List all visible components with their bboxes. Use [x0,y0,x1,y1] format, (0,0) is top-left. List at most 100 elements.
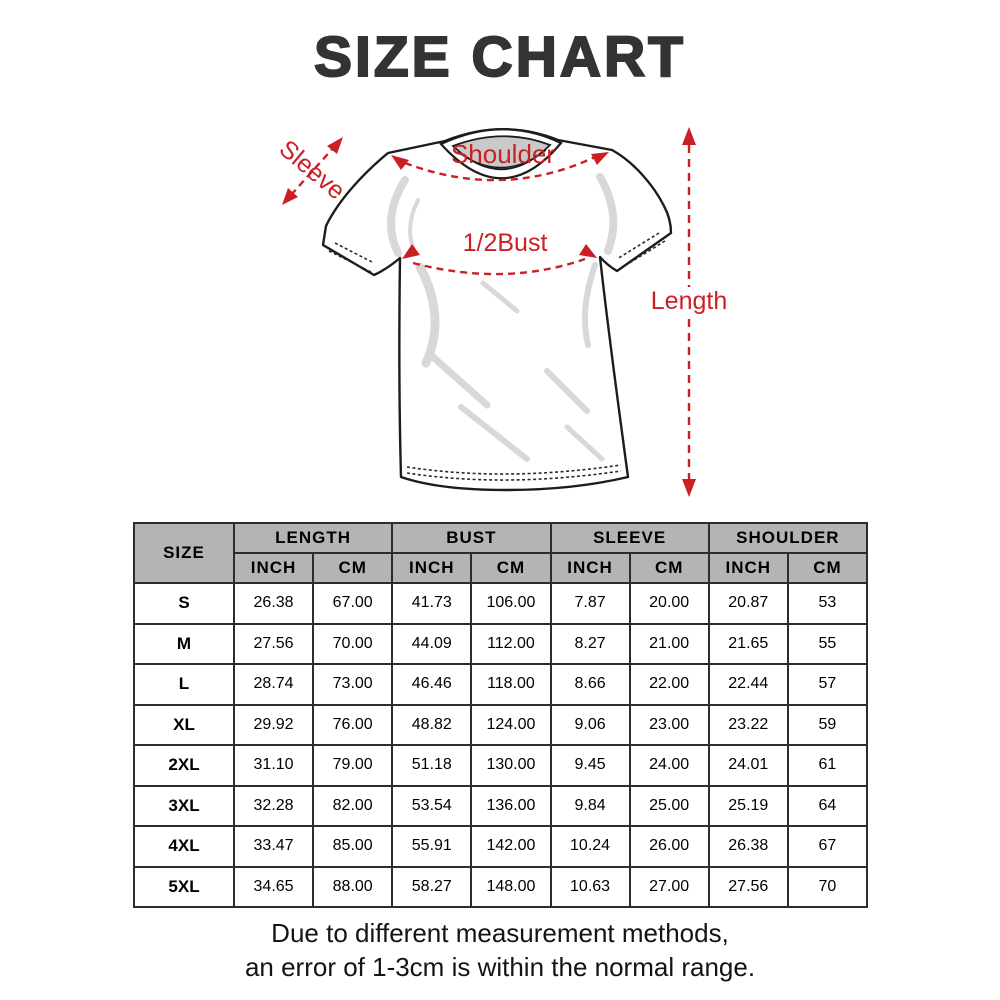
measurement-cell: 8.66 [549,663,631,706]
arrowhead-icon [682,479,696,497]
measurement-cell: 21.65 [707,622,789,665]
measurement-cell: 28.74 [232,663,315,706]
table-row: M 27.56 70.00 44.09 112.00 8.27 21.00 21.65 55 [133,622,869,665]
measurement-cell: 26.00 [628,825,710,868]
size-cell: L [133,663,235,706]
half-bust-arrow: 1/2Bust [402,229,597,276]
measurement-cell: 23.00 [628,703,710,746]
measurement-cell: 55.91 [391,825,473,868]
measurement-cell: 53 [786,582,869,625]
measurement-cell: 46.46 [391,663,473,706]
measurement-cell: 118.00 [470,663,552,706]
subheader-sleeve-inch: INCH [549,552,631,584]
tshirt-measurement-diagram: Shoulder 1/2Bust Sleeve Length [274,127,727,497]
measurement-cell: 8.27 [549,622,631,665]
size-chart-table: SIZE LENGTH BUST SLEEVE SHOULDER INCH CM… [133,522,869,908]
measurement-cell: 26.38 [707,825,789,868]
measurement-cell: 25.00 [628,784,710,827]
measurement-cell: 27.00 [628,865,710,908]
measurement-cell: 88.00 [312,865,394,908]
measurement-cell: 20.87 [707,582,789,625]
measurement-cell: 25.19 [707,784,789,827]
measurement-cell: 24.01 [707,744,789,787]
size-table-body: S 26.38 67.00 41.73 106.00 7.87 20.00 20.87 53 M 2… [133,582,869,908]
length-arrow: Length [651,127,727,497]
table-row: 4XL 33.47 85.00 55.91 142.00 10.24 26.00 26.38 6… [133,825,869,868]
arrowhead-icon [591,152,609,165]
size-cell: 5XL [133,865,235,908]
measurement-cell: 41.73 [391,582,473,625]
measurement-cell: 59 [786,703,869,746]
measurement-cell: 48.82 [391,703,473,746]
measurement-cell: 20.00 [628,582,710,625]
shoulder-label: Shoulder [451,139,555,169]
table-row: L 28.74 73.00 46.46 118.00 8.66 22.00 22.44 57 [133,663,869,706]
arrowhead-icon [402,244,420,259]
measurement-cell: 57 [786,663,869,706]
measurement-cell: 64 [786,784,869,827]
header-length: LENGTH [232,522,394,554]
table-row: S 26.38 67.00 41.73 106.00 7.87 20.00 20.87 53 [133,582,869,625]
arrowhead-icon [579,244,597,258]
measurement-cell: 33.47 [232,825,315,868]
measurement-cell: 32.28 [232,784,315,827]
table-row: 3XL 32.28 82.00 53.54 136.00 9.84 25.00 25.19 64 [133,784,869,827]
page-title: SIZE CHART [313,24,686,90]
table-row: 2XL 31.10 79.00 51.18 130.00 9.45 24.00 24.01 61 [133,744,869,787]
disclaimer-line-2: an error of 1-3cm is within the normal r… [244,952,756,982]
measurement-cell: 124.00 [470,703,552,746]
measurement-cell: 44.09 [391,622,473,665]
sleeve-arrow: Sleeve [274,135,351,206]
measurement-cell: 85.00 [312,825,394,868]
measurement-cell: 130.00 [470,744,552,787]
measurement-cell: 61 [786,744,869,787]
measurement-cell: 26.38 [232,582,315,625]
measurement-cell: 70.00 [312,622,394,665]
subheader-bust-inch: INCH [391,552,473,584]
measurement-cell: 27.56 [232,622,315,665]
measurement-cell: 29.92 [232,703,315,746]
subheader-length-inch: INCH [232,552,315,584]
size-cell: M [133,622,235,665]
half-bust-label: 1/2Bust [463,229,548,257]
header-bust: BUST [391,522,552,554]
measurement-cell: 10.63 [549,865,631,908]
size-cell: 4XL [133,825,235,868]
measurement-cell: 67 [786,825,869,868]
measurement-cell: 76.00 [312,703,394,746]
size-cell: 2XL [133,744,235,787]
header-size: SIZE [133,522,235,584]
measurement-cell: 7.87 [549,582,631,625]
measurement-cell: 22.00 [628,663,710,706]
subheader-length-cm: CM [312,552,394,584]
measurement-cell: 9.45 [549,744,631,787]
measurement-cell: 23.22 [707,703,789,746]
measurement-cell: 27.56 [707,865,789,908]
subheader-shoulder-cm: CM [786,552,869,584]
size-cell: S [133,582,235,625]
table-header: SIZE LENGTH BUST SLEEVE SHOULDER INCH CM… [133,522,869,584]
measurement-cell: 22.44 [707,663,789,706]
tshirt-graphic [321,128,673,492]
length-label: Length [651,287,727,315]
measurement-cell: 21.00 [628,622,710,665]
arrowhead-icon [327,137,343,154]
measurement-cell: 31.10 [232,744,315,787]
arrowhead-icon [282,188,298,205]
measurement-cell: 79.00 [312,744,394,787]
size-cell: XL [133,703,235,746]
subheader-bust-cm: CM [470,552,552,584]
measurement-cell: 82.00 [312,784,394,827]
wrinkle-shading [387,173,618,462]
measurement-cell: 112.00 [470,622,552,665]
measurement-cell: 73.00 [312,663,394,706]
measurement-cell: 70 [786,865,869,908]
collar [439,128,563,180]
table-row: XL 29.92 76.00 48.82 124.00 9.06 23.00 23.22 59 [133,703,869,746]
stitching [328,232,666,481]
measurement-cell: 53.54 [391,784,473,827]
measurement-cell: 136.00 [470,784,552,827]
header-shoulder: SHOULDER [707,522,869,554]
measurement-cell: 67.00 [312,582,394,625]
